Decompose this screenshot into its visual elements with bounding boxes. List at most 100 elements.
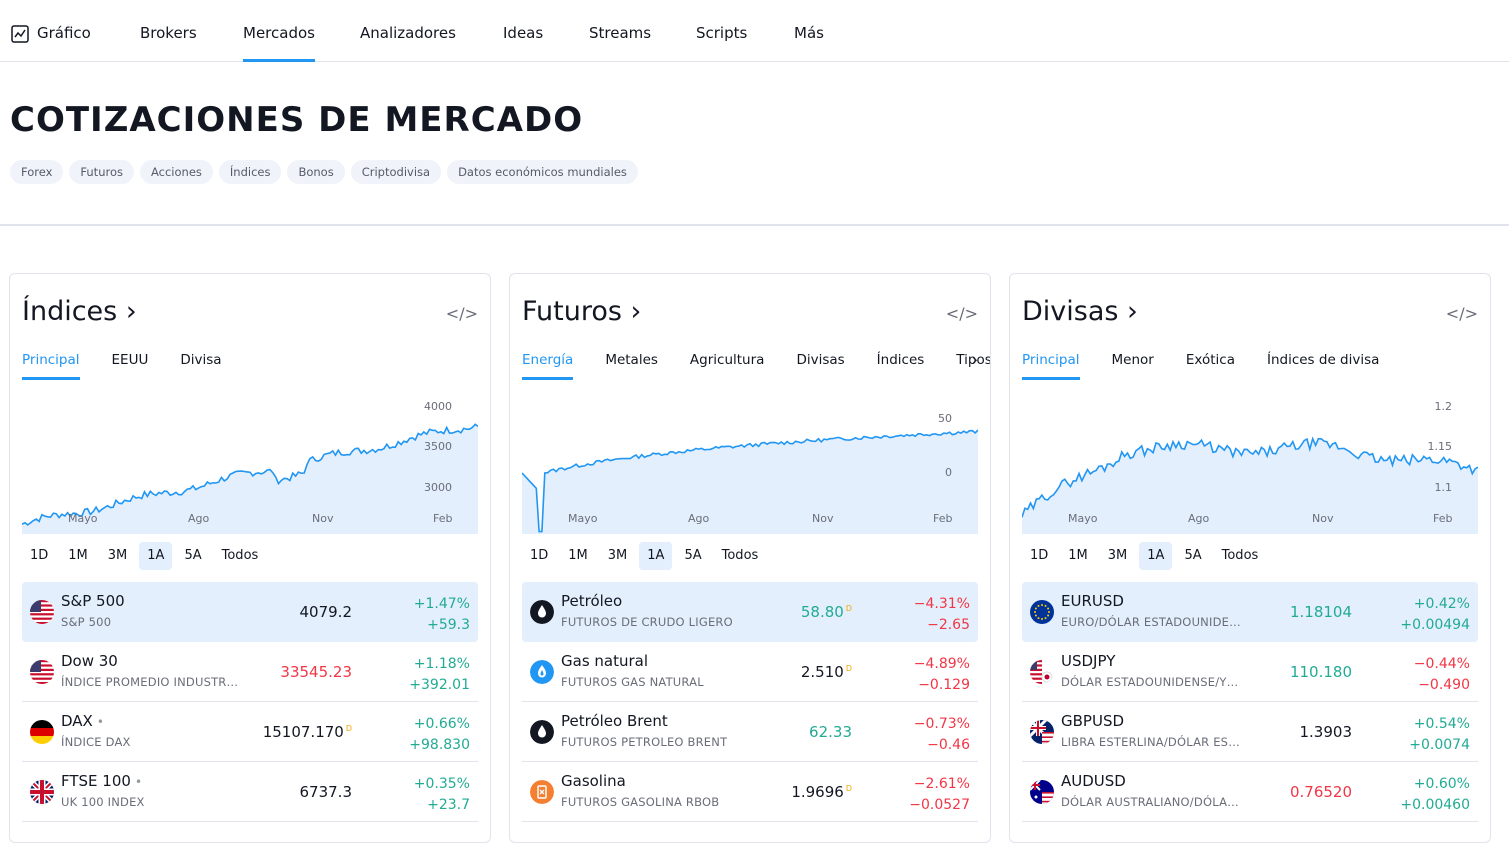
tab-0[interactable]: Principal <box>1022 352 1080 380</box>
range-button-5[interactable]: Todos <box>721 548 759 563</box>
quote-row[interactable]: EURUSD EURO/DÓLAR ESTADOUNIDENSE 1.18104 +0… <box>1022 582 1478 642</box>
range-button-0[interactable]: 1D <box>530 548 549 563</box>
chip-5[interactable]: Criptodivisa <box>350 160 442 184</box>
tab-1[interactable]: Metales <box>605 352 658 368</box>
range-button-4[interactable]: 5A <box>1184 548 1202 563</box>
y-tick-label: 1.1 <box>1435 481 1453 494</box>
range-button-2[interactable]: 3M <box>1107 548 1128 563</box>
embed-code-icon[interactable]: </> <box>1445 304 1478 323</box>
germany-flag-icon <box>30 720 54 744</box>
range-button-2[interactable]: 3M <box>107 548 128 563</box>
range-button-1[interactable]: 1M <box>68 548 88 563</box>
symbol-description: ÍNDICE PROMEDIO INDUSTRIA… <box>61 675 241 689</box>
gas-flame-icon <box>530 660 554 684</box>
change-absolute: −2.65 <box>927 617 970 633</box>
quote-row[interactable]: Petróleo FUTUROS DE CRUDO LIGERO 58.80 D −4.… <box>522 582 978 642</box>
tab-2[interactable]: Agricultura <box>689 352 765 368</box>
change-absolute: +0.00494 <box>1400 617 1470 633</box>
symbol-name: FTSE 100 <box>61 772 131 790</box>
change-absolute: −0.129 <box>918 677 970 693</box>
x-tick-label: Mayo <box>568 512 598 525</box>
price-change: +0.35% +23.7 <box>414 774 470 816</box>
nav-item-ideas[interactable]: Ideas <box>503 24 544 42</box>
embed-code-icon[interactable]: </> <box>945 304 978 323</box>
change-percent: +1.18% <box>413 656 470 672</box>
tab-0[interactable]: Principal <box>22 352 80 380</box>
quote-row[interactable]: USDJPY DÓLAR ESTADOUNIDENSE/YEN … 110.180 −… <box>1022 642 1478 702</box>
nav-item-analizadores[interactable]: Analizadores <box>360 24 456 42</box>
range-button-5[interactable]: Todos <box>221 548 259 563</box>
quote-row[interactable]: GBPUSD LIBRA ESTERLINA/DÓLAR ESTAD… 1.3903… <box>1022 702 1478 762</box>
delayed-data-badge: D <box>845 604 852 613</box>
price-change: −0.73% −0.46 <box>914 714 970 756</box>
card-title[interactable]: Divisas › <box>1022 296 1138 327</box>
last-price: 15107.170 D <box>262 723 352 741</box>
x-tick-label: Ago <box>188 512 210 525</box>
range-button-1[interactable]: 1M <box>568 548 588 563</box>
chip-0[interactable]: Forex <box>10 160 64 184</box>
tab-2[interactable]: Divisa <box>180 352 222 368</box>
chip-3[interactable]: Índices <box>218 160 282 184</box>
symbol-description: LIBRA ESTERLINA/DÓLAR ESTAD… <box>1061 735 1241 749</box>
nav-item-grafico[interactable]: Gráfico <box>37 24 91 42</box>
last-price: 1.3903 <box>1299 723 1353 741</box>
range-button-3[interactable]: 1A <box>139 542 173 570</box>
range-button-4[interactable]: 5A <box>184 548 202 563</box>
quote-row[interactable]: Petróleo Brent FUTUROS PETROLEO BRENT 62.3… <box>522 702 978 762</box>
x-tick-label: Mayo <box>1068 512 1098 525</box>
chart-line <box>522 429 978 533</box>
chart-area <box>22 424 478 534</box>
tab-1[interactable]: Menor <box>1111 352 1154 368</box>
change-absolute: +0.00460 <box>1400 797 1470 813</box>
tab-0[interactable]: Energía <box>522 352 574 380</box>
card-title[interactable]: Índices › <box>22 296 137 327</box>
range-button-3[interactable]: 1A <box>639 542 673 570</box>
price-change: +1.18% +392.01 <box>409 654 470 696</box>
chart-area <box>1022 438 1478 534</box>
chip-2[interactable]: Acciones <box>139 160 213 184</box>
change-absolute: +0.0074 <box>1409 737 1470 753</box>
quote-row[interactable]: S&P 500 S&P 500 4079.2 +1.47% +59.3 <box>22 582 478 642</box>
tab-3[interactable]: Divisas <box>796 352 845 368</box>
quote-row[interactable]: Dow 30 ÍNDICE PROMEDIO INDUSTRIA… 33545.23… <box>22 642 478 702</box>
range-button-4[interactable]: 5A <box>684 548 702 563</box>
symbol-name: Petróleo <box>561 592 623 610</box>
last-price: 58.80 D <box>800 603 852 621</box>
x-tick-label: Feb <box>1433 512 1452 525</box>
tab-3[interactable]: Índices de divisa <box>1266 352 1380 368</box>
embed-code-icon[interactable]: </> <box>445 304 478 323</box>
tab-1[interactable]: EEUU <box>111 352 149 368</box>
change-absolute: −0.46 <box>927 737 970 753</box>
tab-5[interactable]: Tipos <box>956 352 991 368</box>
quote-row[interactable]: Gas natural FUTUROS GAS NATURAL 2.510 D −4.8… <box>522 642 978 702</box>
tab-4[interactable]: Índices <box>876 352 925 368</box>
nav-item-streams[interactable]: Streams <box>589 24 652 42</box>
range-button-0[interactable]: 1D <box>1030 548 1049 563</box>
symbol-name: Dow 30 <box>61 652 118 670</box>
card-title[interactable]: Futuros › <box>522 296 642 327</box>
chart-icon[interactable] <box>11 25 29 43</box>
quote-row[interactable]: Gasolina FUTUROS GASOLINA RBOB 1.9696 D −2.6… <box>522 762 978 822</box>
change-absolute: +392.01 <box>409 677 470 693</box>
change-percent: −2.61% <box>913 776 970 792</box>
range-button-0[interactable]: 1D <box>30 548 49 563</box>
range-button-1[interactable]: 1M <box>1068 548 1088 563</box>
quote-row[interactable]: DAX • ÍNDICE DAX 15107.170 D +0.66% +98.830 <box>22 702 478 762</box>
range-button-2[interactable]: 3M <box>607 548 628 563</box>
nav-item-brokers[interactable]: Brokers <box>140 24 197 42</box>
range-button-3[interactable]: 1A <box>1139 542 1173 570</box>
market-card-1: Futuros › </> Energía Metales Agricultura Div… <box>509 273 991 843</box>
chip-4[interactable]: Bonos <box>287 160 345 184</box>
quote-row[interactable]: FTSE 100 • UK 100 INDEX 6737.3 +0.35% +23.7 <box>22 762 478 822</box>
chip-1[interactable]: Futuros <box>69 160 134 184</box>
chevron-right-icon[interactable]: › <box>971 350 978 369</box>
nav-item-mercados[interactable]: Mercados <box>243 24 315 62</box>
page-title: COTIZACIONES DE MERCADO <box>10 100 584 140</box>
quote-row[interactable]: AUDUSD DÓLAR AUSTRALIANO/DÓLAR E… 0.76520 +… <box>1022 762 1478 822</box>
range-button-5[interactable]: Todos <box>1221 548 1259 563</box>
nav-item-scripts[interactable]: Scripts <box>696 24 748 42</box>
quote-list: S&P 500 S&P 500 4079.2 +1.47% +59.3 Dow 30 ÍND… <box>22 582 478 822</box>
chip-6[interactable]: Datos económicos mundiales <box>447 160 638 184</box>
tab-2[interactable]: Exótica <box>1185 352 1235 368</box>
nav-item-mas[interactable]: Más <box>794 24 824 42</box>
